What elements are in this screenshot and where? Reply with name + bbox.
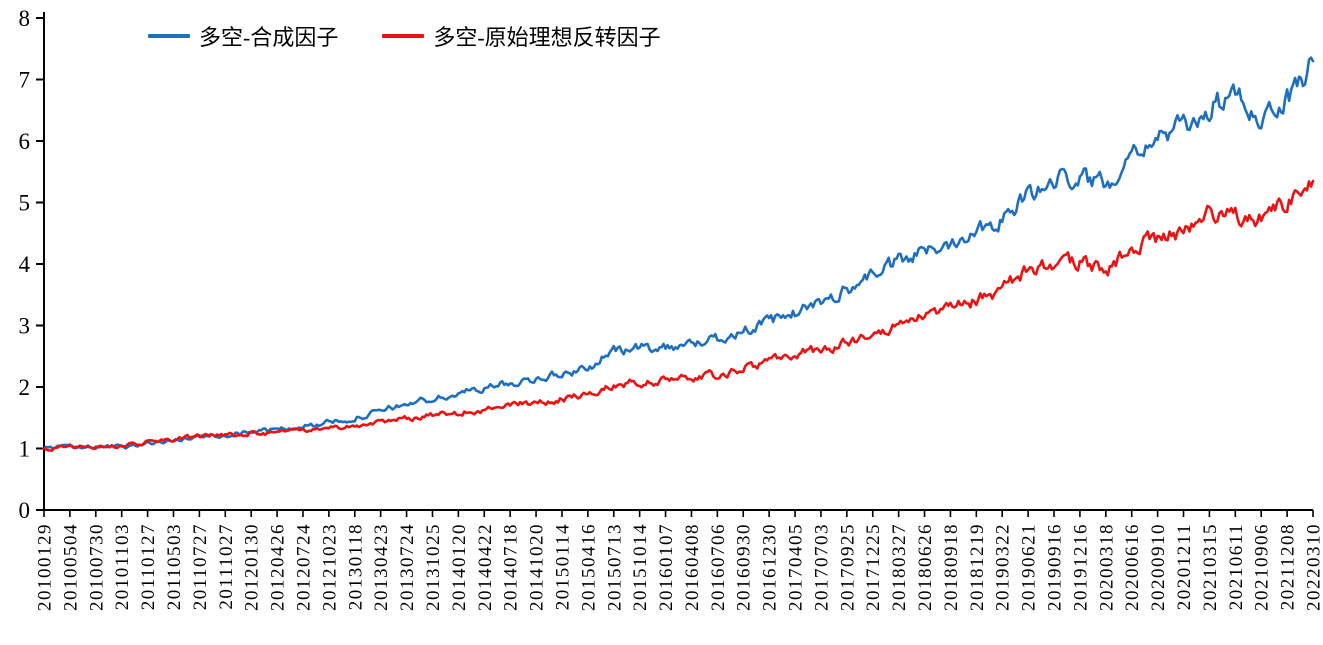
x-tick-label: 20200318 [1096, 523, 1117, 611]
x-tick-label: 20100504 [60, 523, 81, 611]
x-axis: 20100129 20100504 20100730 20101103 20110127… [35, 510, 1323, 611]
x-tick-label: 20100129 [35, 523, 56, 611]
x-tick-label: 20120426 [268, 523, 289, 611]
x-tick-label: 20130423 [371, 523, 392, 611]
x-tick-label: 20150713 [604, 523, 625, 611]
x-tick-label: 20151014 [630, 523, 651, 611]
series-line-1 [42, 179, 1315, 452]
x-tick-label: 20160107 [656, 523, 677, 611]
x-tick-label: 20201211 [1174, 523, 1195, 610]
x-tick-label: 20170405 [786, 523, 807, 611]
x-tick-label: 20190621 [1019, 523, 1040, 611]
x-tick-label: 20191216 [1070, 523, 1091, 611]
x-tick-label: 20110727 [190, 523, 211, 610]
x-tick-label: 20130724 [397, 523, 418, 611]
x-tick-label: 20110127 [138, 523, 159, 610]
x-tick-label: 20110503 [164, 523, 185, 610]
legend-label-original-reversal-factor: 多空-原始理想反转因子 [433, 25, 661, 50]
x-tick-label: 20130118 [345, 523, 366, 610]
x-tick-label: 20170703 [811, 523, 832, 611]
x-tick-label: 20120724 [293, 523, 314, 611]
x-tick-label: 20190916 [1045, 523, 1066, 611]
x-tick-label: 20210315 [1200, 523, 1221, 611]
x-tick-label: 20180918 [941, 523, 962, 611]
x-tick-label: 20180626 [915, 523, 936, 611]
y-tick-label: 2 [19, 375, 31, 400]
x-tick-label: 20140422 [475, 523, 496, 611]
legend-line-swatch-blue [148, 34, 190, 38]
x-tick-label: 20141020 [527, 523, 548, 611]
legend-item-composite-factor: 多空-合成因子 [148, 20, 338, 52]
x-tick-label: 20150114 [552, 523, 573, 610]
legend-label-composite-factor: 多空-合成因子 [199, 25, 339, 50]
y-tick-label: 1 [19, 437, 31, 462]
x-tick-label: 20200616 [1122, 523, 1143, 611]
y-tick-label: 8 [19, 6, 31, 31]
x-tick-label: 20170925 [837, 523, 858, 611]
x-tick-label: 20160706 [708, 523, 729, 611]
x-tick-label: 20111027 [216, 523, 237, 610]
y-tick-label: 5 [19, 191, 31, 216]
x-tick-label: 20181219 [967, 523, 988, 611]
x-tick-label: 20131025 [423, 523, 444, 611]
y-tick-label: 0 [19, 498, 31, 523]
x-tick-label: 20220310 [1304, 523, 1323, 611]
y-tick-label: 6 [19, 129, 31, 154]
legend-item-original-reversal-factor: 多空-原始理想反转因子 [382, 20, 661, 52]
y-tick-label: 7 [19, 68, 31, 93]
x-tick-label: 20190322 [993, 523, 1014, 611]
x-tick-label: 20101103 [112, 523, 133, 610]
y-tick-label: 4 [19, 252, 31, 277]
x-tick-label: 20161230 [760, 523, 781, 611]
x-tick-label: 20160930 [734, 523, 755, 611]
x-tick-label: 20100730 [86, 523, 107, 611]
axes [43, 12, 1313, 511]
legend: 多空-合成因子 多空-原始理想反转因子 [148, 20, 661, 52]
y-tick-label: 3 [19, 314, 31, 339]
x-tick-label: 20210906 [1252, 523, 1273, 611]
x-tick-label: 20150416 [578, 523, 599, 611]
x-tick-label: 20121023 [319, 523, 340, 611]
x-tick-label: 20180327 [889, 523, 910, 611]
x-tick-label: 20211208 [1278, 523, 1299, 610]
x-tick-label: 20140120 [449, 523, 470, 611]
y-axis: 0 1 2 3 4 5 6 7 8 [19, 6, 44, 523]
x-tick-label: 20171225 [863, 523, 884, 611]
x-tick-label: 20160408 [682, 523, 703, 611]
series-line-0 [42, 56, 1315, 451]
x-tick-label: 20140718 [501, 523, 522, 611]
legend-line-swatch-red [382, 34, 425, 38]
x-tick-label: 20200910 [1148, 523, 1169, 611]
x-tick-label: 20210611 [1226, 523, 1247, 610]
x-tick-label: 20120130 [242, 523, 263, 611]
